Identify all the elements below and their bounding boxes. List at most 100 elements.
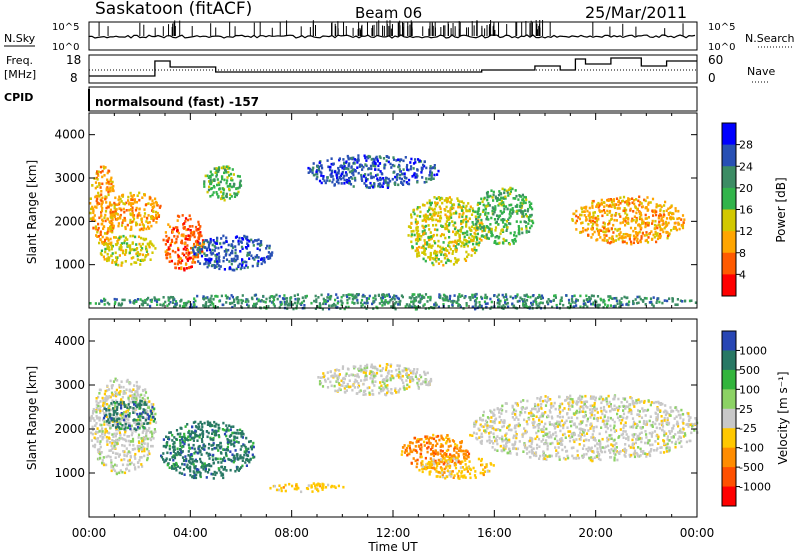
power-cell xyxy=(438,198,442,202)
power-cell xyxy=(248,240,251,243)
velocity-cell xyxy=(237,441,240,444)
power-cell xyxy=(633,238,636,241)
power-cell xyxy=(455,250,458,253)
power-cell xyxy=(152,202,155,205)
velocity-cell xyxy=(193,471,196,475)
power-cell xyxy=(659,227,662,230)
power-cell xyxy=(666,236,669,240)
power-cell xyxy=(340,177,343,181)
power-cell xyxy=(233,268,236,272)
power-cell xyxy=(449,200,452,204)
power-cell xyxy=(207,298,210,302)
velocity-cell xyxy=(116,408,119,411)
power-cell xyxy=(522,303,525,306)
power-cell xyxy=(234,192,237,196)
power-cell xyxy=(169,244,172,247)
power-cell xyxy=(592,216,595,219)
power-cell xyxy=(381,185,384,188)
power-cell xyxy=(354,179,357,182)
velocity-cell xyxy=(152,437,155,440)
power-cell xyxy=(471,239,474,242)
velocity-cell xyxy=(111,439,114,442)
power-cell xyxy=(471,293,474,297)
velocity-cell xyxy=(120,398,123,401)
power-cell xyxy=(134,299,137,302)
power-cell xyxy=(193,261,197,264)
power-cell xyxy=(500,229,503,232)
velocity-cell xyxy=(102,404,105,407)
power-cell xyxy=(250,238,253,242)
power-cell xyxy=(343,165,346,168)
velocity-cell xyxy=(219,451,223,454)
velocity-cell xyxy=(192,475,195,478)
power-cell xyxy=(132,215,135,219)
velocity-cell xyxy=(252,441,255,445)
power-cell xyxy=(652,214,655,217)
power-cell xyxy=(501,211,504,215)
power-cell xyxy=(244,246,248,249)
power-cell xyxy=(392,158,396,161)
power-cell xyxy=(684,299,687,303)
power-cell xyxy=(217,252,220,255)
velocity-cell xyxy=(196,439,199,442)
power-cell xyxy=(412,167,415,170)
power-cell xyxy=(100,222,103,226)
power-cell xyxy=(95,199,98,203)
power-cell xyxy=(167,238,170,241)
power-cell xyxy=(363,305,366,309)
velocity-cell xyxy=(144,401,147,404)
velocity-cell xyxy=(123,403,126,406)
power-cell xyxy=(617,238,620,241)
power-cell xyxy=(602,208,606,212)
power-cell xyxy=(395,159,398,162)
power-cell xyxy=(483,296,486,299)
power-cell xyxy=(625,216,628,219)
power-cell xyxy=(131,248,134,251)
power-cell xyxy=(444,247,447,250)
power-cell xyxy=(317,296,320,299)
velocity-cell xyxy=(118,393,121,396)
power-cell xyxy=(371,161,374,165)
power-cell xyxy=(144,237,148,241)
power-cell xyxy=(118,246,121,249)
power-cell xyxy=(105,187,108,191)
power-cell xyxy=(466,255,469,259)
velocity-cell xyxy=(168,447,171,451)
power-cell xyxy=(524,221,527,224)
power-cell xyxy=(193,242,196,246)
velocity-cell xyxy=(192,463,195,466)
power-cell xyxy=(387,293,390,296)
power-cell xyxy=(409,167,412,171)
power-cell xyxy=(200,234,203,238)
power-cell xyxy=(380,299,383,302)
site-title: Saskatoon (fitACF) xyxy=(95,0,252,19)
power-cell xyxy=(167,299,170,302)
velocity-cell xyxy=(162,438,165,441)
velocity-cell xyxy=(141,449,144,453)
power-cell xyxy=(102,225,105,228)
power-cell xyxy=(243,266,246,270)
power-cell xyxy=(441,233,444,236)
velocity-cell xyxy=(227,442,230,446)
power-cell xyxy=(198,235,201,239)
velocity-cell xyxy=(164,445,168,449)
power-cell xyxy=(467,202,470,205)
velocity-cell xyxy=(121,416,124,420)
velocity-cell xyxy=(113,446,116,450)
power-cell xyxy=(512,305,515,309)
power-cell xyxy=(97,222,100,226)
power-cell xyxy=(644,303,647,306)
velocity-cell xyxy=(137,449,140,453)
velocity-cell xyxy=(116,425,119,428)
power-cell xyxy=(151,215,154,218)
velocity-cell xyxy=(140,437,143,440)
power-cell xyxy=(342,158,345,161)
velocity-cell xyxy=(133,429,136,432)
velocity-cell xyxy=(201,423,204,426)
power-cell xyxy=(656,237,660,241)
power-cell xyxy=(374,298,377,301)
velocity-cell xyxy=(123,471,127,475)
power-cell xyxy=(215,255,218,258)
power-cell xyxy=(150,224,153,228)
power-cell xyxy=(456,197,459,200)
